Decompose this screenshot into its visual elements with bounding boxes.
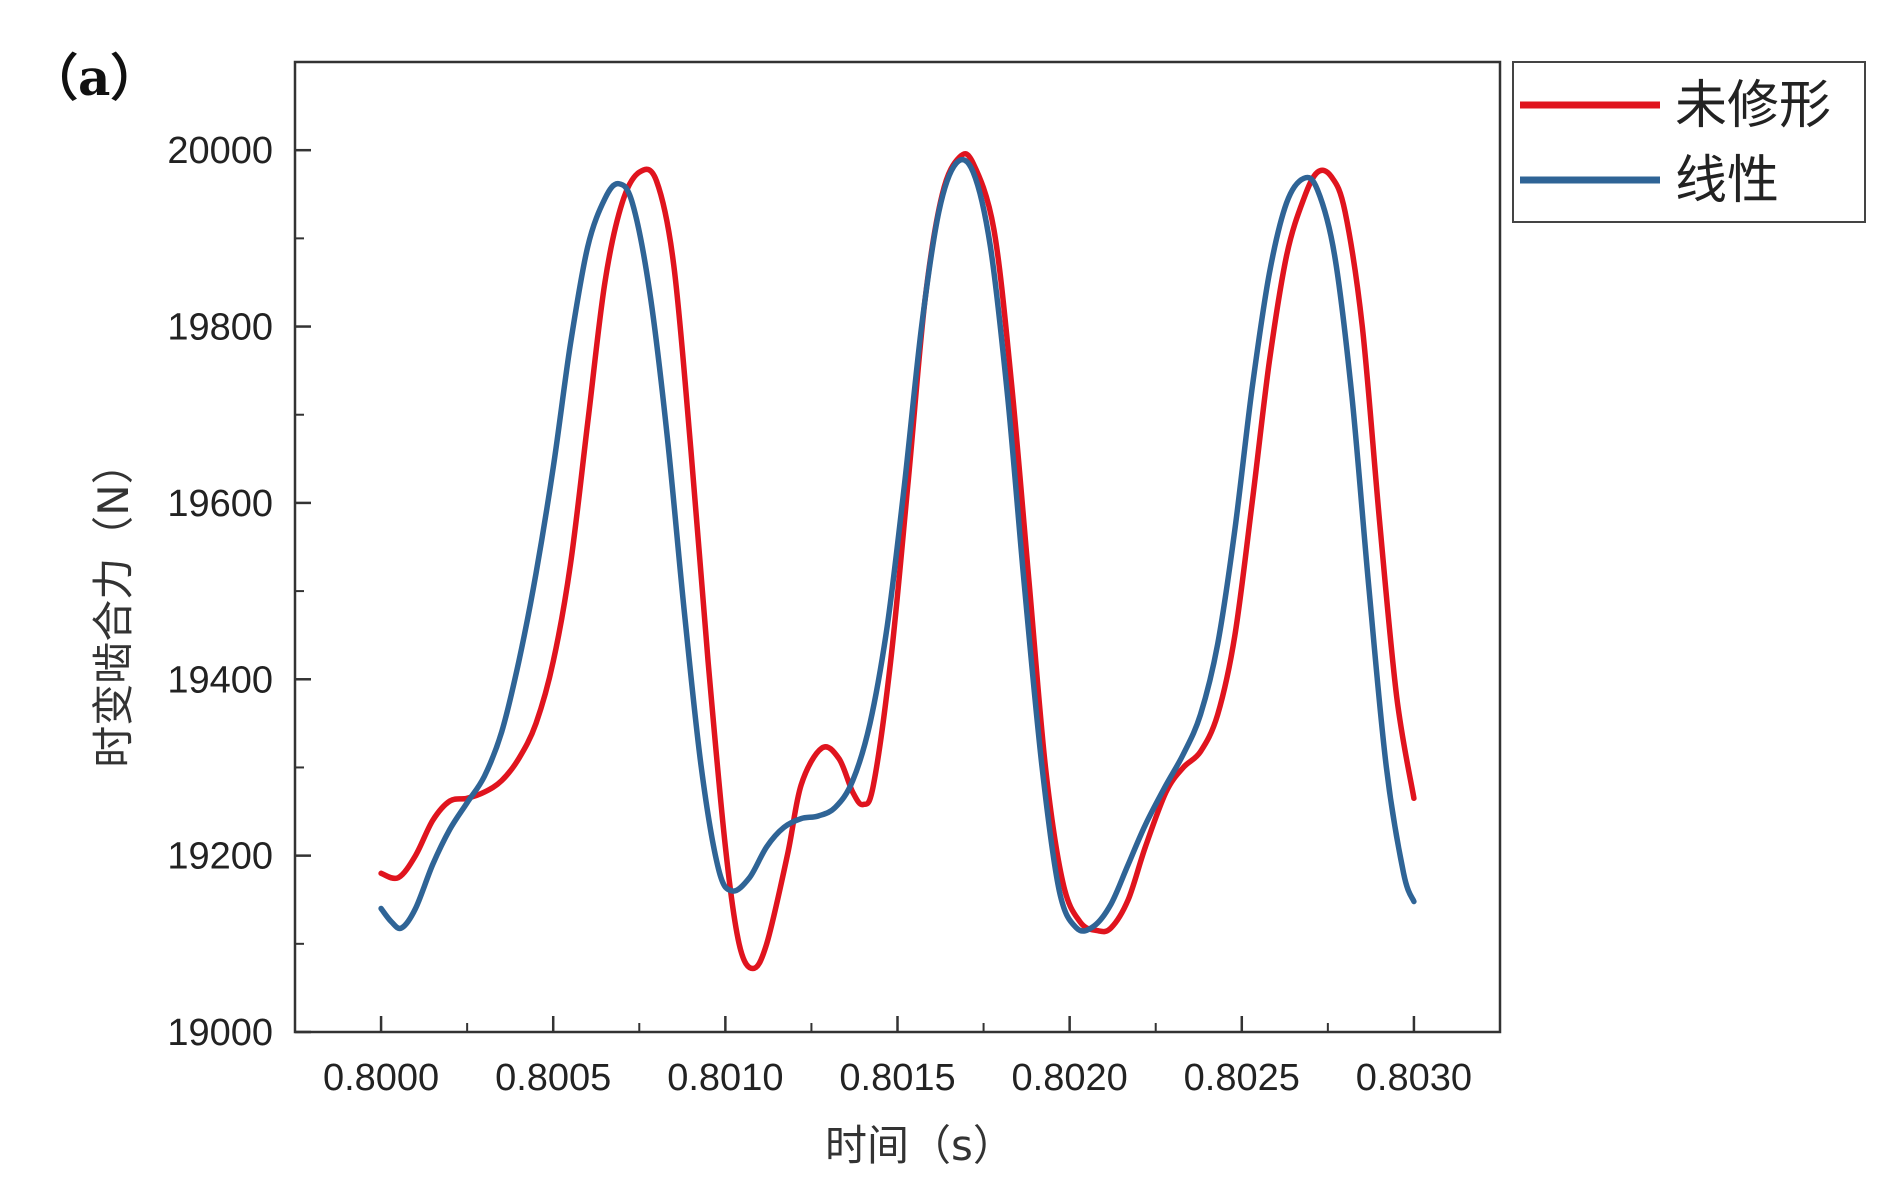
x-tick-label: 0.8015 bbox=[839, 1057, 955, 1099]
x-tick-label: 0.8005 bbox=[495, 1057, 611, 1099]
x-tick-label: 0.8020 bbox=[1012, 1057, 1128, 1099]
legend: 未修形 线性 bbox=[1512, 61, 1866, 223]
y-tick-label: 19400 bbox=[167, 659, 273, 701]
y-tick-label: 19200 bbox=[167, 836, 273, 878]
y-axis: 19000 19200 19400 19600 19800 20000 bbox=[167, 130, 311, 1054]
x-tick-label: 0.8025 bbox=[1184, 1057, 1300, 1099]
x-axis-title: 时间（s） bbox=[825, 1121, 1015, 1170]
legend-label-series-1: 线性 bbox=[1675, 151, 1779, 211]
y-tick-label: 19600 bbox=[167, 483, 273, 525]
panel-label: （a） bbox=[28, 48, 160, 107]
y-axis-title: 时变啮合力（N） bbox=[89, 442, 138, 767]
x-tick-label: 0.8000 bbox=[323, 1057, 439, 1099]
x-tick-label: 0.8030 bbox=[1356, 1057, 1472, 1099]
x-tick-label: 0.8010 bbox=[667, 1057, 783, 1099]
y-tick-label: 19000 bbox=[167, 1012, 273, 1054]
legend-label-series-0: 未修形 bbox=[1675, 76, 1831, 136]
y-tick-label: 19800 bbox=[167, 307, 273, 349]
series-layer bbox=[378, 151, 1417, 972]
series-line-1 bbox=[378, 156, 1417, 934]
y-tick-label: 20000 bbox=[167, 130, 273, 172]
legend-frame bbox=[1512, 61, 1866, 223]
series-line-0 bbox=[378, 151, 1417, 972]
x-axis: 0.8000 0.8005 0.8010 0.8015 0.8020 0.8025 0.80… bbox=[323, 1016, 1472, 1099]
